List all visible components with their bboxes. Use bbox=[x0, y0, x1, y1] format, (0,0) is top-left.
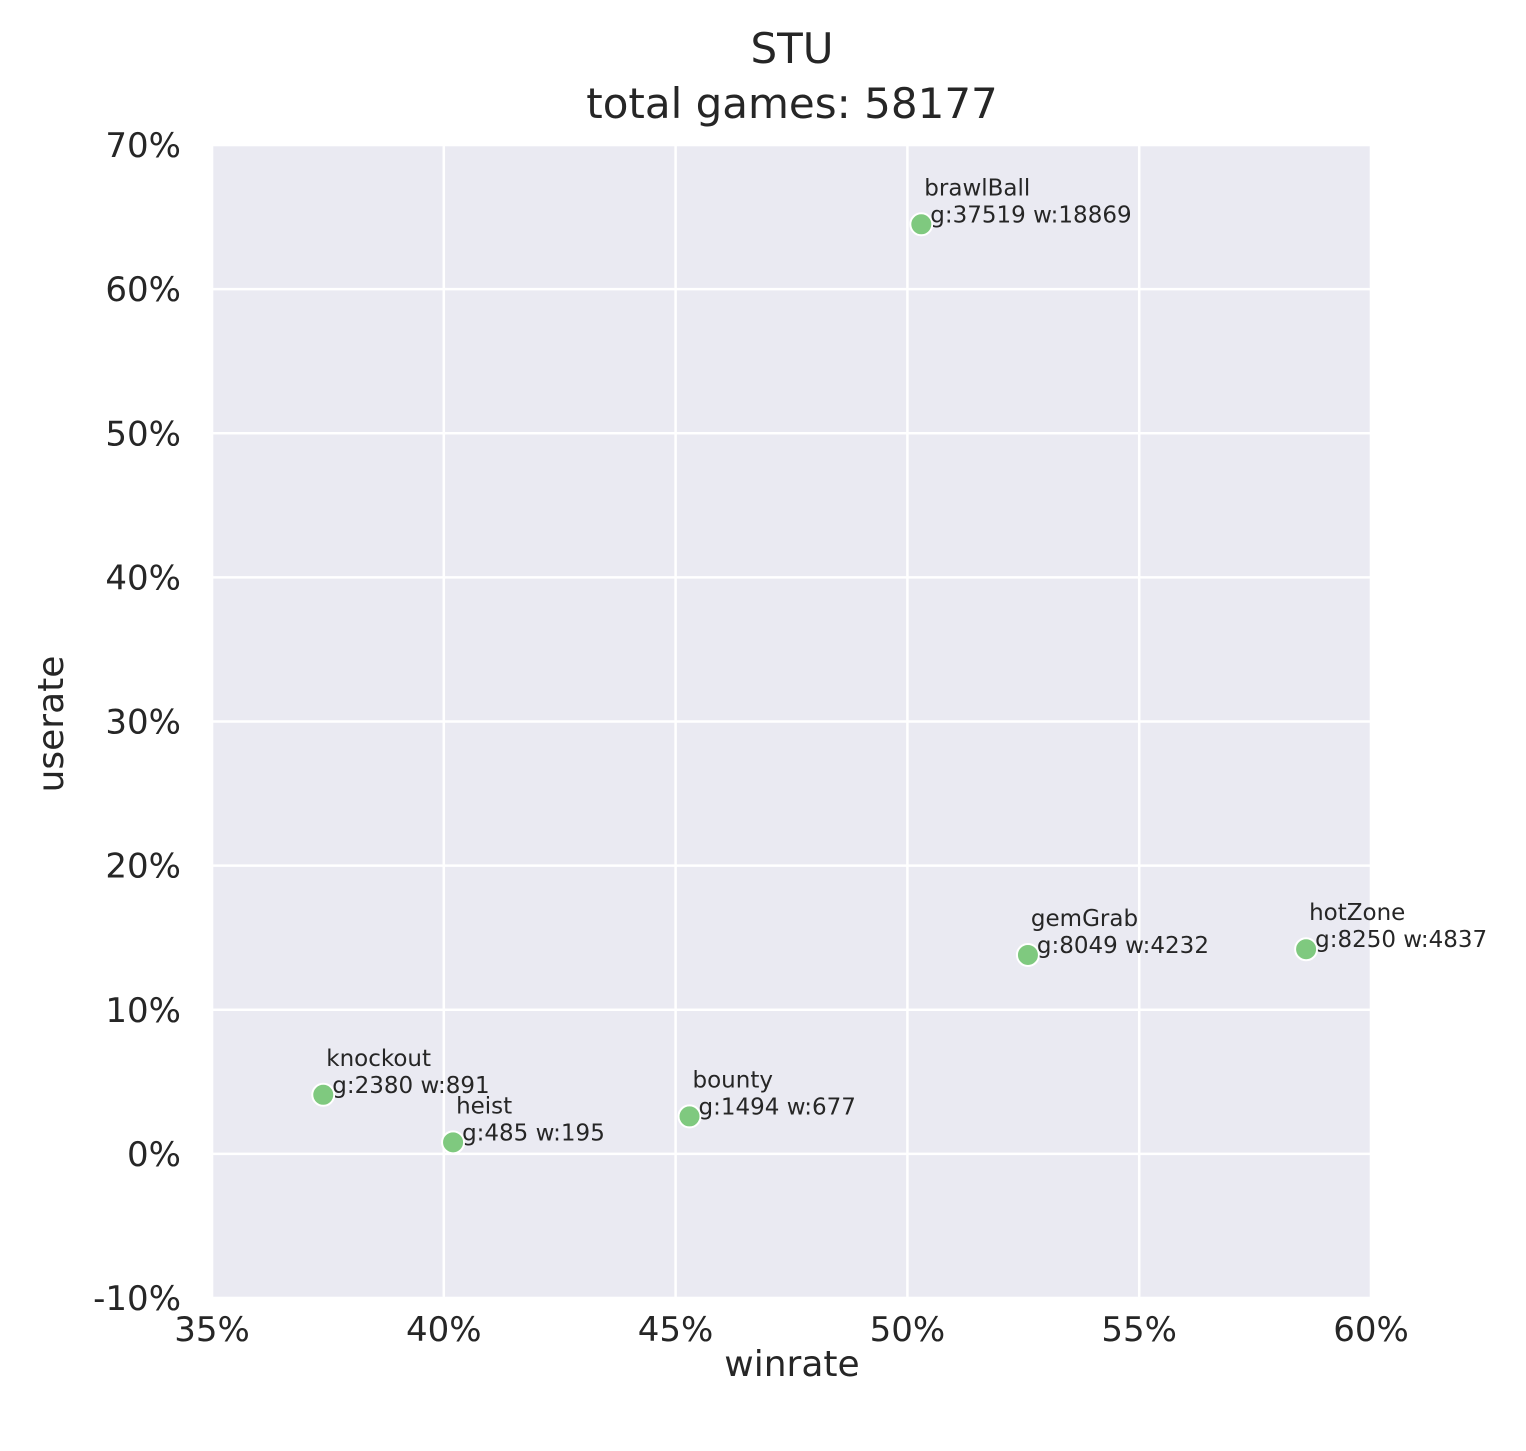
point-label-name: knockout bbox=[326, 1046, 431, 1072]
data-point-gemGrab bbox=[1015, 942, 1040, 967]
chart-title: STU bbox=[750, 24, 833, 73]
point-label-name: heist bbox=[456, 1093, 512, 1119]
x-tick-label: 60% bbox=[1333, 1310, 1409, 1350]
grid-lines bbox=[210, 143, 1373, 1300]
data-points bbox=[311, 212, 1319, 1155]
chart-subtitle: total games: 58177 bbox=[586, 79, 998, 128]
data-point-brawlBall bbox=[909, 212, 934, 237]
y-tick-label: 50% bbox=[105, 414, 181, 454]
data-point-heist bbox=[441, 1130, 466, 1155]
y-tick-label: 10% bbox=[105, 991, 181, 1031]
x-tick-label: 55% bbox=[1101, 1310, 1177, 1350]
point-label-name: brawlBall bbox=[924, 175, 1030, 201]
x-tick-label: 35% bbox=[174, 1310, 250, 1350]
x-tick-label: 45% bbox=[638, 1310, 714, 1350]
point-label-name: hotZone bbox=[1309, 900, 1405, 926]
point-label-stats: g:1494 w:677 bbox=[699, 1094, 856, 1120]
point-label-name: gemGrab bbox=[1031, 906, 1138, 932]
point-label-stats: g:37519 w:18869 bbox=[930, 202, 1131, 228]
x-tick-label: 40% bbox=[406, 1310, 482, 1350]
y-tick-label: 20% bbox=[105, 847, 181, 887]
x-ticks: 35% 40% 45% 50% 55% 60% bbox=[174, 1310, 1409, 1350]
point-label-stats: g:485 w:195 bbox=[462, 1120, 605, 1146]
point-label-stats: g:8049 w:4232 bbox=[1037, 933, 1209, 959]
data-point-knockout bbox=[311, 1082, 336, 1107]
y-tick-label: 0% bbox=[127, 1135, 181, 1175]
y-tick-label: 70% bbox=[105, 126, 181, 166]
data-point-bounty bbox=[677, 1104, 702, 1129]
point-label-stats: g:2380 w:891 bbox=[332, 1073, 489, 1099]
point-label-name: bounty bbox=[693, 1067, 773, 1093]
y-tick-label: 30% bbox=[105, 703, 181, 743]
x-axis-label: winrate bbox=[724, 1344, 859, 1385]
y-ticks: -10% 0% 10% 20% 30% 40% 50% 60% 70% bbox=[93, 126, 181, 1319]
y-tick-label: -10% bbox=[93, 1279, 181, 1319]
data-point-hotZone bbox=[1294, 937, 1319, 962]
y-axis-label: userate bbox=[31, 656, 72, 793]
y-tick-label: 40% bbox=[105, 558, 181, 598]
x-tick-label: 50% bbox=[870, 1310, 946, 1350]
point-label-stats: g:8250 w:4837 bbox=[1315, 927, 1487, 953]
y-tick-label: 60% bbox=[105, 270, 181, 310]
